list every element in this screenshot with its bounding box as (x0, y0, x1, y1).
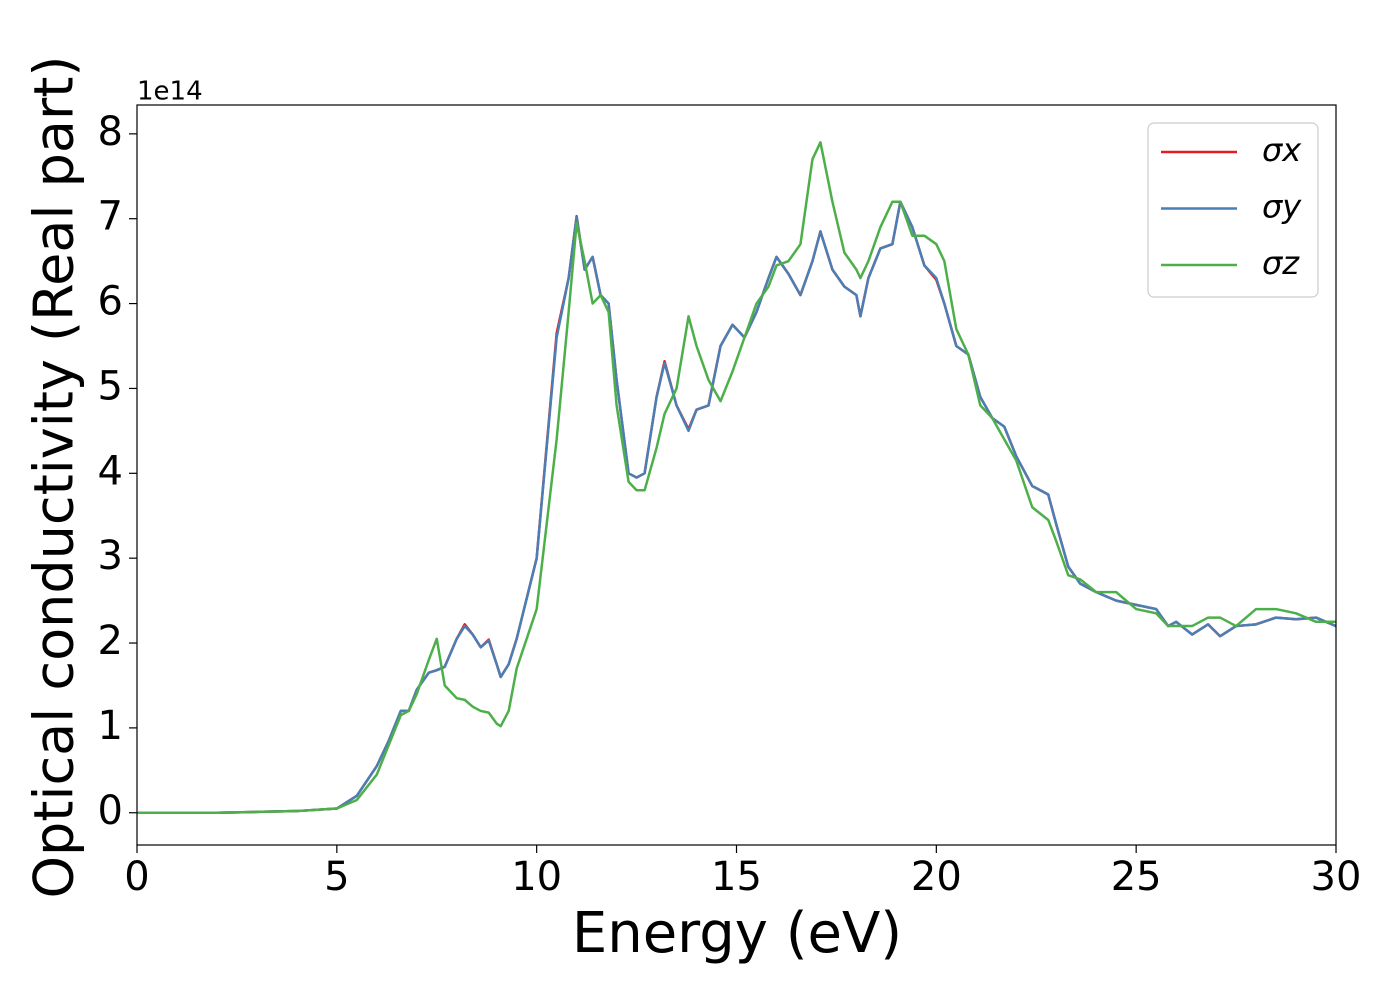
plot-frame (136, 104, 1337, 846)
legend-label: σz (1262, 244, 1300, 282)
legend-label: σx (1262, 131, 1302, 169)
x-tick-label: 20 (911, 854, 962, 900)
y-tick-label: 8 (98, 109, 123, 155)
y-axis-label: Optical conductivity (Real part) (23, 56, 86, 899)
x-tick-label: 25 (1111, 854, 1162, 900)
y-tick-label: 0 (98, 788, 123, 834)
y-tick-label: 2 (98, 618, 123, 664)
x-tick-label: 0 (124, 854, 149, 900)
y-tick-label: 4 (98, 448, 123, 494)
x-axis-label: Energy (eV) (572, 901, 902, 966)
x-tick-label: 10 (511, 854, 562, 900)
y-tick-label: 1 (98, 703, 123, 749)
y-tick-label: 6 (98, 279, 123, 325)
legend-label: σy (1262, 188, 1302, 226)
x-tick-label: 15 (711, 854, 762, 900)
x-tick-label: 5 (324, 854, 349, 900)
y-offset-text: 1e14 (137, 77, 203, 107)
x-tick-label: 30 (1311, 854, 1362, 900)
y-tick-label: 3 (98, 533, 123, 579)
y-tick-label: 5 (98, 363, 123, 409)
series-line (137, 200, 1336, 814)
series-line (137, 141, 1336, 814)
legend-box (1147, 122, 1319, 298)
y-tick-label: 7 (98, 194, 123, 240)
